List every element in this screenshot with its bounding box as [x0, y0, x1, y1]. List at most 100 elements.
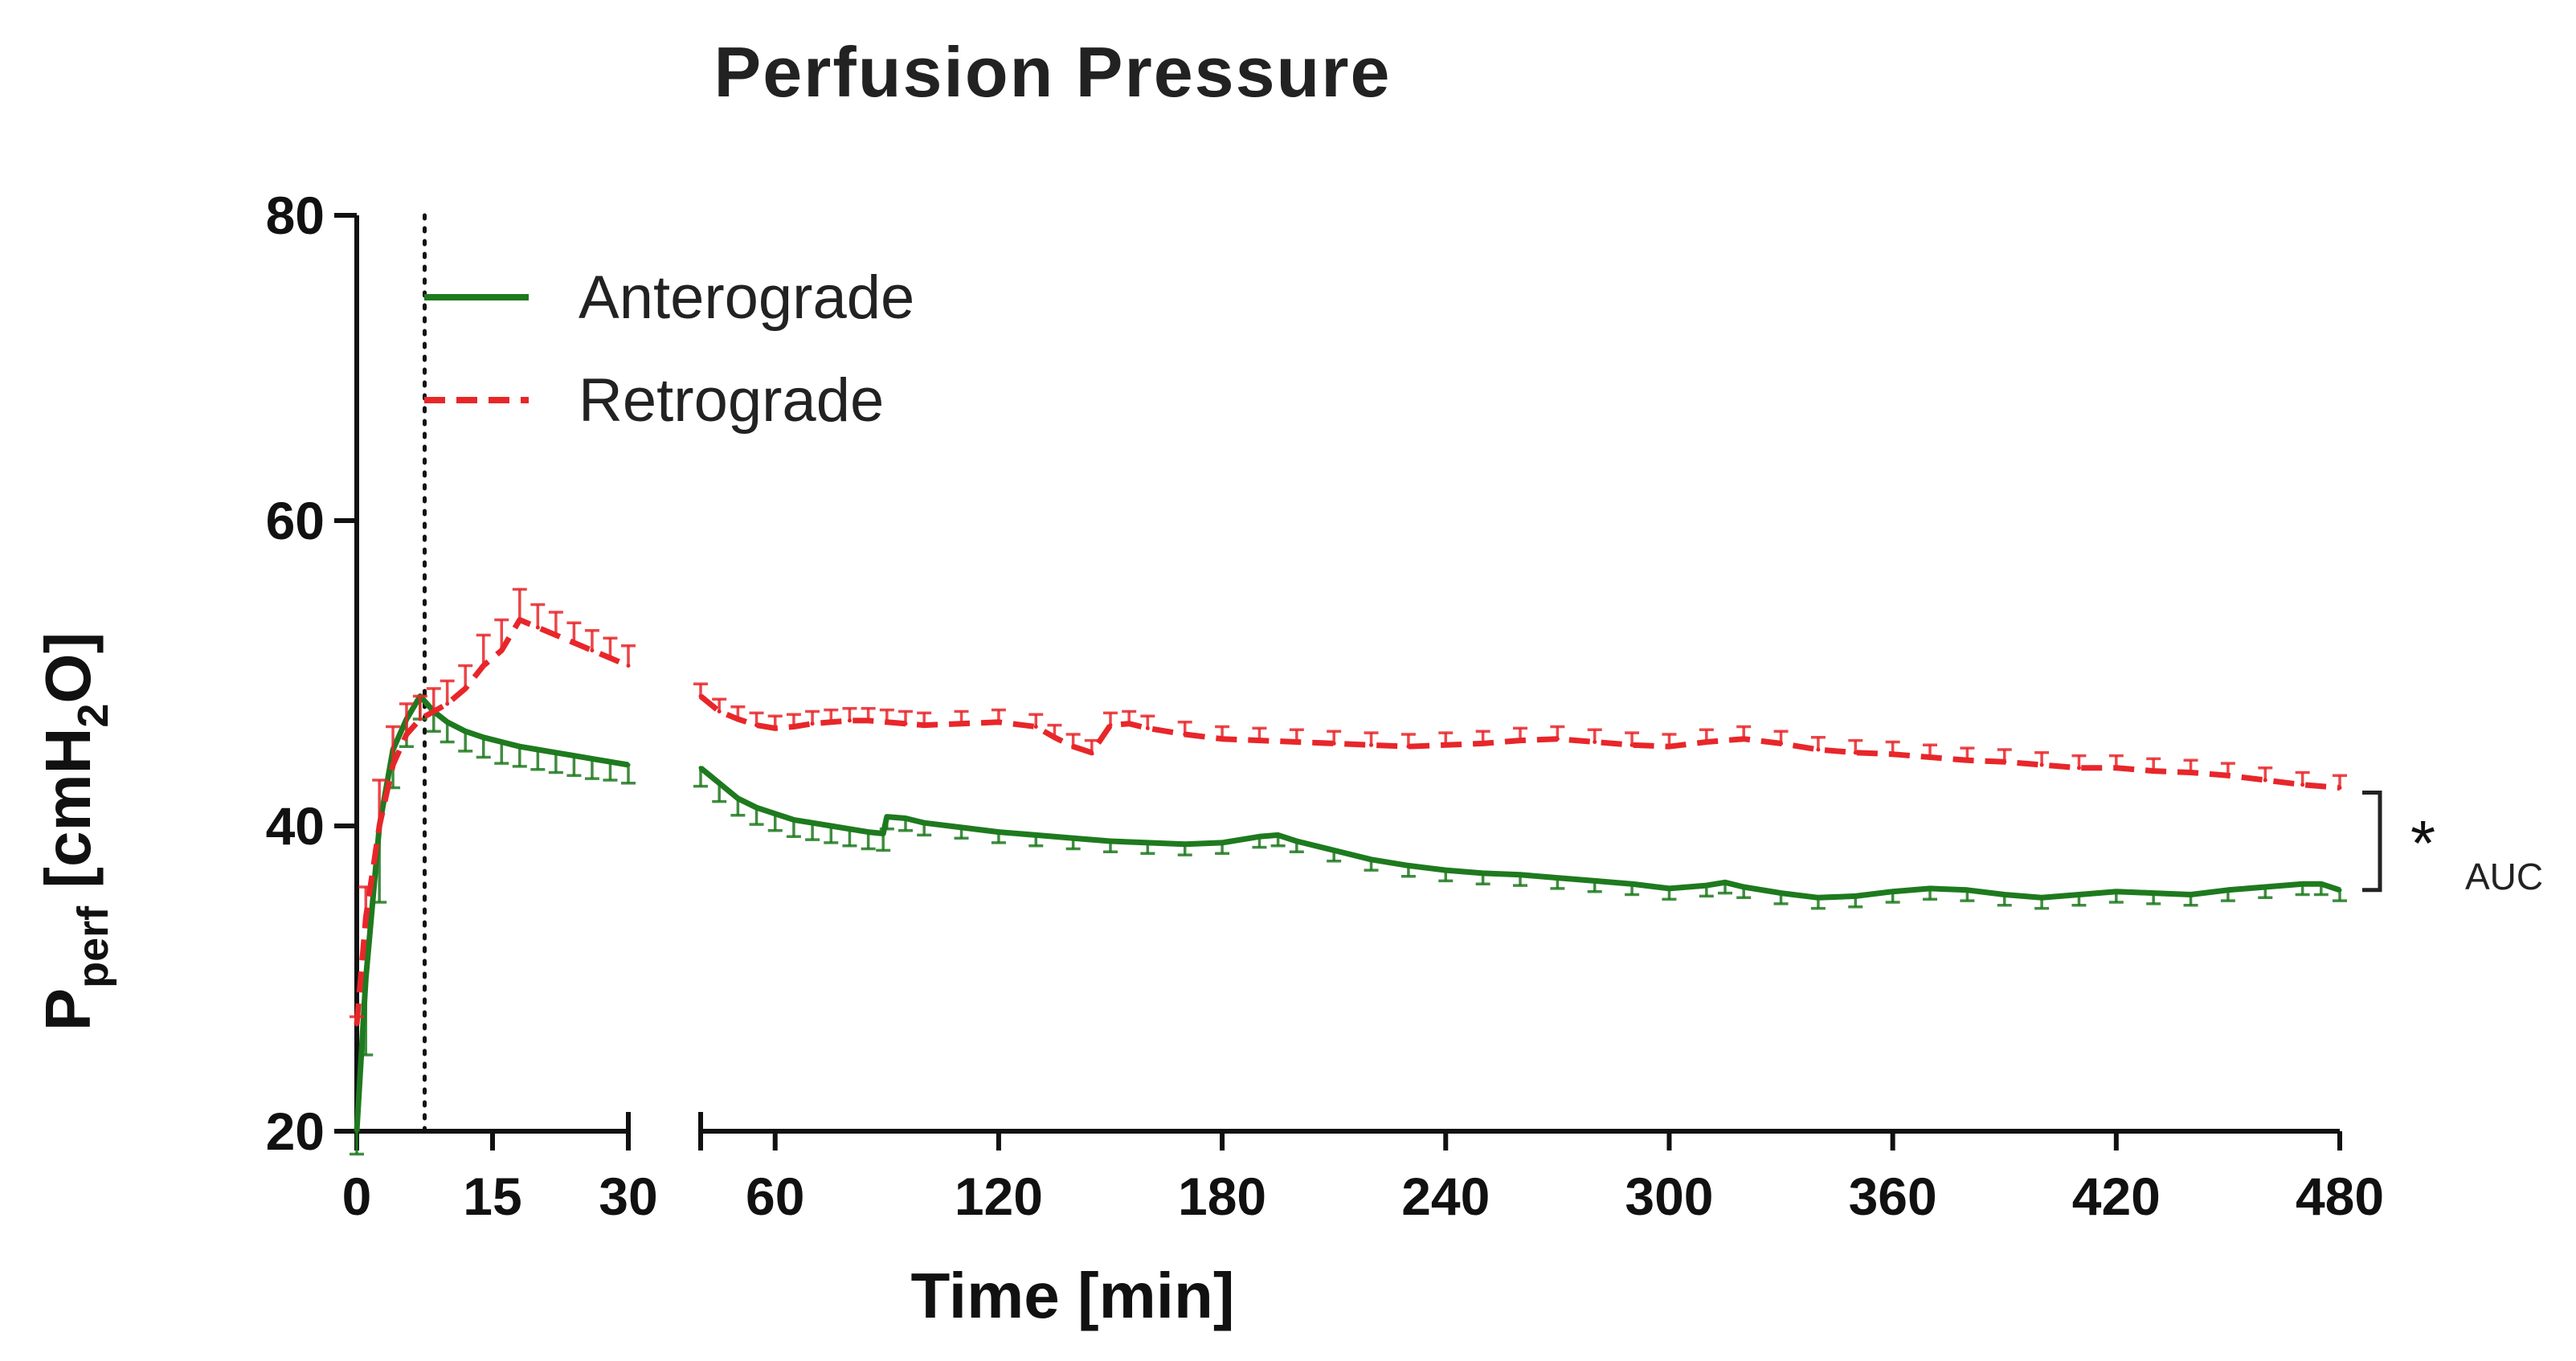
- data-point: [1666, 744, 1671, 749]
- data-point: [1816, 747, 1821, 752]
- data-point: [590, 756, 595, 761]
- data-point: [2039, 762, 2044, 767]
- data-point: [2337, 786, 2342, 790]
- data-point: [959, 721, 964, 726]
- data-point: [791, 817, 796, 822]
- data-point: [1443, 868, 1448, 873]
- x-tick-label-60: 60: [746, 1167, 804, 1226]
- data-point: [1406, 744, 1411, 749]
- data-point: [1443, 742, 1448, 747]
- data-point: [1965, 888, 1969, 893]
- y-axis-title-main: P: [32, 988, 104, 1031]
- data-point: [590, 648, 595, 652]
- data-point: [903, 816, 908, 820]
- y-tick-label-60: 60: [266, 491, 325, 550]
- data-point: [377, 824, 382, 828]
- data-point: [1369, 857, 1374, 862]
- data-point: [1629, 742, 1634, 747]
- x-tick-label-15: 15: [463, 1167, 521, 1226]
- data-point: [2263, 885, 2267, 889]
- legend-label-anterograde: Anterograde: [579, 264, 914, 332]
- data-point: [2076, 766, 2081, 770]
- data-point: [499, 648, 504, 652]
- data-point: [1629, 881, 1634, 886]
- data-point: [1593, 878, 1597, 883]
- data-point: [735, 796, 740, 801]
- data-point: [996, 830, 1001, 835]
- data-point: [1891, 752, 1895, 757]
- series-line-retrograde-1: [354, 617, 630, 1025]
- data-point: [1666, 886, 1671, 891]
- data-point: [1145, 840, 1150, 845]
- data-point: [1220, 737, 1225, 742]
- data-point: [499, 740, 504, 744]
- data-point: [1891, 889, 1895, 894]
- data-point: [1331, 741, 1336, 746]
- data-point: [1108, 839, 1113, 844]
- data-point: [404, 732, 409, 737]
- data-point: [866, 718, 871, 723]
- data-point: [2151, 891, 2156, 896]
- data-point: [1071, 744, 1076, 749]
- data-point: [810, 820, 815, 825]
- data-point: [1145, 725, 1150, 730]
- data-point: [535, 625, 540, 630]
- legend-label-retrograde: Retrograde: [579, 366, 884, 435]
- data-point: [996, 720, 1001, 725]
- data-point: [1853, 750, 1858, 755]
- data-point: [1108, 723, 1113, 728]
- data-point: [2300, 881, 2305, 886]
- data-point: [1741, 737, 1746, 742]
- data-point: [1052, 735, 1057, 740]
- data-point: [1126, 721, 1131, 726]
- x-tick-label-180: 180: [1178, 1167, 1266, 1226]
- x-tick-label-300: 300: [1625, 1167, 1713, 1226]
- data-point: [1331, 848, 1336, 852]
- data-point: [1555, 737, 1560, 742]
- data-point: [1294, 740, 1299, 744]
- axes: 20 40 60 80 0 15 30 60 120 180 240 300 360 420 480: [266, 186, 2384, 1226]
- data-point: [2319, 881, 2324, 886]
- data-point: [754, 805, 759, 810]
- x-tick-label-420: 420: [2072, 1167, 2161, 1226]
- y-axis-title-mid: [cmH: [32, 728, 104, 906]
- data-point: [363, 915, 368, 920]
- significance-auc-label: AUC: [2465, 856, 2543, 897]
- data-point: [1779, 891, 1784, 896]
- data-point: [922, 723, 926, 728]
- data-point: [1294, 839, 1299, 844]
- data-point: [363, 976, 368, 981]
- data-point: [754, 723, 759, 728]
- data-point: [791, 725, 796, 729]
- data-point: [735, 717, 740, 721]
- data-point: [626, 664, 631, 668]
- data-point: [717, 781, 722, 786]
- data-point: [847, 718, 852, 723]
- data-point: [1965, 758, 1969, 762]
- data-point: [445, 720, 450, 725]
- data-point: [2151, 769, 2156, 774]
- data-point: [2337, 888, 2342, 893]
- data-point: [626, 762, 631, 767]
- data-point: [2189, 770, 2194, 775]
- x-tick-label-360: 360: [1849, 1167, 1937, 1226]
- data-point: [354, 1022, 359, 1027]
- data-point: [481, 664, 486, 668]
- data-point: [2002, 759, 2007, 764]
- data-point: [517, 744, 522, 749]
- data-point: [1183, 842, 1188, 847]
- data-point: [1369, 742, 1374, 747]
- data-point: [1406, 863, 1411, 868]
- significance-star: *: [2410, 807, 2435, 879]
- plot-area: [350, 213, 2347, 1156]
- y-tick-label-20: 20: [266, 1101, 325, 1161]
- data-point: [717, 709, 722, 713]
- data-point: [463, 729, 468, 734]
- data-point: [881, 832, 885, 836]
- y-tick-label-80: 80: [266, 186, 325, 245]
- data-point: [866, 830, 871, 835]
- data-point: [1593, 740, 1597, 744]
- data-point: [1928, 886, 1932, 891]
- data-point: [1033, 832, 1038, 837]
- data-point: [535, 747, 540, 752]
